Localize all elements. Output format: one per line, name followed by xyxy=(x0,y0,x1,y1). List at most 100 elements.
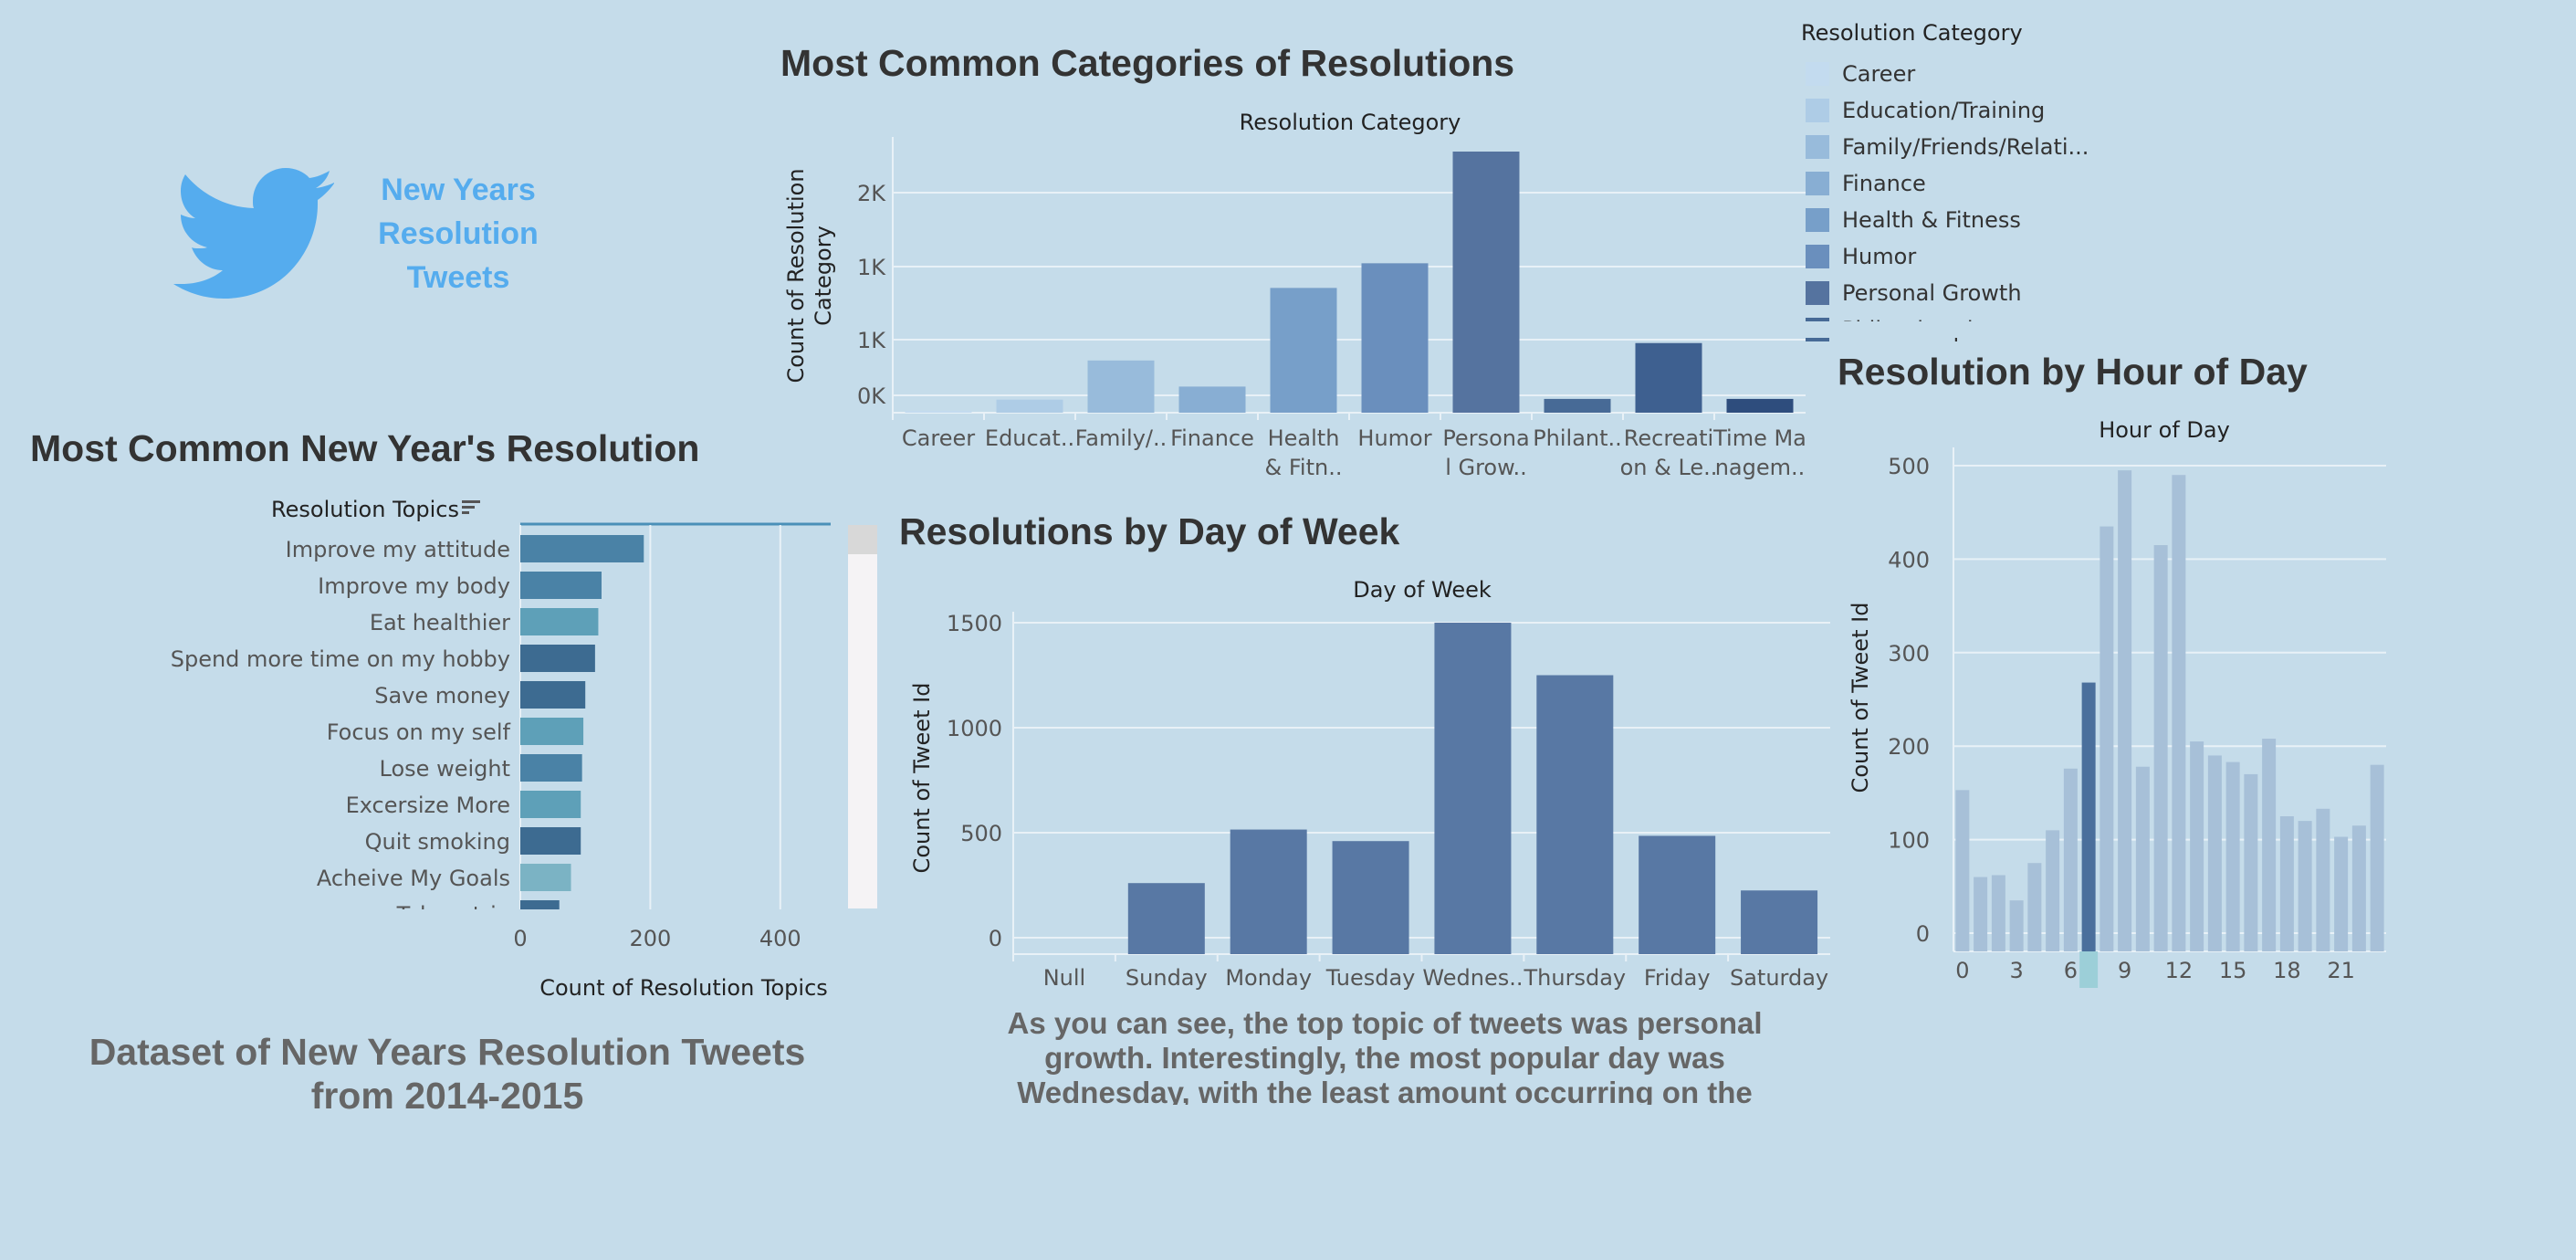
x-tick-label: l Grow.. xyxy=(1445,455,1527,480)
bar xyxy=(1230,829,1307,954)
x-tick-label: Persona xyxy=(1442,425,1529,451)
topics-heading: Most Common New Year's Resolution xyxy=(30,427,700,469)
x-tick-label: Wednes.. xyxy=(1422,965,1523,991)
topics-scrollbar[interactable] xyxy=(848,525,877,908)
bar xyxy=(1726,398,1794,413)
legend-swatch xyxy=(1806,99,1829,122)
legend-fade xyxy=(1798,321,2100,338)
bar xyxy=(2334,836,2349,951)
x-tick-label: Saturday xyxy=(1730,965,1828,991)
bar xyxy=(996,399,1063,413)
y-tick-label: Lose weight xyxy=(380,756,510,782)
x-tick-label: 400 xyxy=(759,926,801,951)
dataset-line: Dataset of New Years Resolution Tweets xyxy=(89,1031,806,1073)
legend-item[interactable]: Education/Training xyxy=(1806,94,2045,127)
bar xyxy=(1741,890,1818,954)
note-line: growth. Interestingly, the most popular … xyxy=(1044,1041,1725,1075)
bar xyxy=(1332,841,1409,954)
bar xyxy=(520,645,595,672)
bar xyxy=(2027,863,2042,951)
y-axis-label: Count of Tweet Id xyxy=(1848,603,1873,793)
bar xyxy=(1955,790,1970,951)
y-tick-label: Excersize More xyxy=(346,793,510,818)
dataset-caption: Dataset of New Years Resolution Tweets f… xyxy=(27,1030,867,1118)
bar xyxy=(1087,360,1155,413)
y-tick-label: 500 xyxy=(1888,454,1930,479)
categories-heading: Most Common Categories of Resolutions xyxy=(780,42,1515,84)
bar xyxy=(1974,877,1988,951)
y-tick-label: Focus on my self xyxy=(327,719,511,745)
legend-label: Personal Growth xyxy=(1842,280,2022,306)
y-tick-label: 1500 xyxy=(947,611,1002,636)
x-tick-label: Finance xyxy=(1170,425,1254,451)
bar xyxy=(520,754,582,782)
legend-item[interactable]: Finance xyxy=(1806,167,1926,200)
bar xyxy=(2262,739,2277,951)
x-tick-label: Thursday xyxy=(1524,965,1627,991)
y-tick-label: 100 xyxy=(1888,828,1930,854)
y-axis-label: Count of Tweet Id xyxy=(909,683,935,874)
x-tick-label: Educat.. xyxy=(985,425,1074,451)
bar xyxy=(2298,821,2312,951)
logo-text: New Years Resolution Tweets xyxy=(367,168,550,299)
y-tick-label: Take a trip xyxy=(396,902,510,928)
legend-swatch xyxy=(1806,135,1829,159)
chart-title: Resolution Category xyxy=(1240,110,1461,135)
bar xyxy=(1361,263,1429,413)
note-line: As you can see, the top topic of tweets … xyxy=(1007,1006,1763,1040)
logo: New Years Resolution Tweets xyxy=(173,164,575,310)
bar xyxy=(520,535,644,562)
legend-swatch xyxy=(1806,281,1829,305)
logo-line: Resolution xyxy=(378,216,539,251)
legend-label: Career xyxy=(1842,61,1916,87)
legend-item[interactable]: Career xyxy=(1806,58,1915,90)
x-tick-label: 0 xyxy=(513,926,527,951)
bar xyxy=(2316,808,2330,951)
bar xyxy=(2370,764,2384,951)
bar xyxy=(905,411,972,413)
bar xyxy=(520,864,571,891)
legend-swatch xyxy=(1806,62,1829,86)
x-tick-label: Humor xyxy=(1357,425,1431,451)
bar xyxy=(1536,675,1614,954)
x-tick-label: Null xyxy=(1043,965,1086,991)
note-line: Wednesday, with the least amount occurri… xyxy=(1017,1076,1753,1105)
y-tick-label: 1K xyxy=(857,328,886,353)
x-tick-label: 0 xyxy=(1955,958,1969,983)
legend-item[interactable]: Health & Fitness xyxy=(1806,204,2021,236)
x-tick-label: 3 xyxy=(2009,958,2023,983)
bar xyxy=(2063,768,2078,951)
x-tick-label: 18 xyxy=(2273,958,2301,983)
twitter-bird-icon xyxy=(173,168,334,299)
bar xyxy=(520,791,581,818)
sort-icon[interactable] xyxy=(462,499,482,517)
bar xyxy=(1635,342,1702,413)
x-tick-label: Philant.. xyxy=(1533,425,1622,451)
bar xyxy=(1270,288,1337,413)
y-tick-label: 0 xyxy=(1916,921,1930,947)
bar xyxy=(2225,761,2240,951)
bar xyxy=(2279,816,2294,951)
y-tick-label: Spend more time on my hobby xyxy=(171,646,510,672)
scrollbar-thumb[interactable] xyxy=(848,525,877,554)
legend-label: Family/Friends/Relati... xyxy=(1842,134,2089,160)
x-tick-label: Recreati xyxy=(1624,425,1713,451)
x-tick-label: 200 xyxy=(629,926,671,951)
x-tick-label: nagem.. xyxy=(1715,455,1806,480)
bar xyxy=(520,718,584,745)
bar xyxy=(1434,623,1512,954)
y-tick-label: 2K xyxy=(857,181,886,206)
legend-item[interactable]: Personal Growth xyxy=(1806,277,2022,310)
bar xyxy=(2081,682,2096,951)
y-tick-label: Save money xyxy=(374,683,510,709)
legend-swatch xyxy=(1806,172,1829,195)
logo-line: New Years xyxy=(381,173,536,207)
x-tick-label: Tuesday xyxy=(1325,965,1416,991)
legend-item[interactable]: Family/Friends/Relati... xyxy=(1806,131,2089,163)
bar xyxy=(2190,741,2204,951)
bar xyxy=(520,572,602,599)
legend-item[interactable]: Humor xyxy=(1806,240,1916,273)
bar xyxy=(2153,545,2168,951)
y-axis-label: Count of ResolutionCategory xyxy=(783,168,836,383)
